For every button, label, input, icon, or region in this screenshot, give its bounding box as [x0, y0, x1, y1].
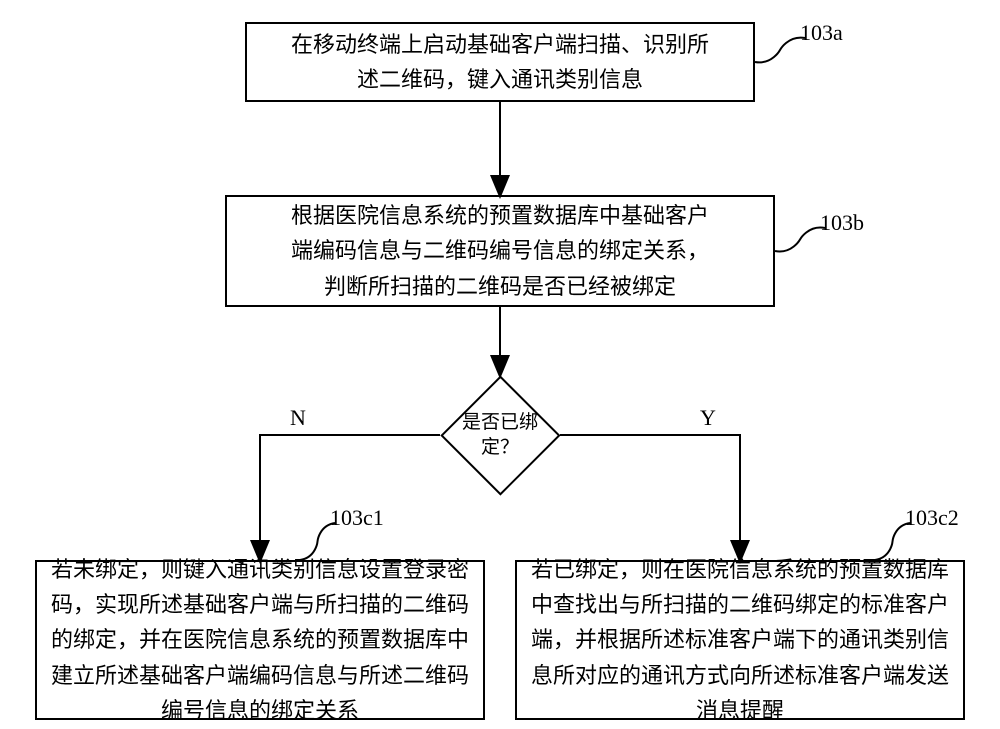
label-103a: 103a [800, 20, 843, 46]
box-103a: 在移动终端上启动基础客户端扫描、识别所述二维码，键入通讯类别信息 [245, 22, 755, 102]
edge-label-y: Y [700, 405, 716, 431]
decision-text: 是否已绑定？ [445, 411, 555, 460]
box-103c1: 若未绑定，则键入通讯类别信息设置登录密码，实现所述基础客户端与所扫描的二维码的绑… [35, 560, 485, 720]
box-103b: 根据医院信息系统的预置数据库中基础客户端编码信息与二维码编号信息的绑定关系，判断… [225, 195, 775, 307]
label-103c2: 103c2 [905, 505, 959, 531]
edge-label-n: N [290, 405, 306, 431]
box-103c2: 若已绑定，则在医院信息系统的预置数据库中查找出与所扫描的二维码绑定的标准客户端，… [515, 560, 965, 720]
label-103b: 103b [820, 210, 864, 236]
label-103c1: 103c1 [330, 505, 384, 531]
